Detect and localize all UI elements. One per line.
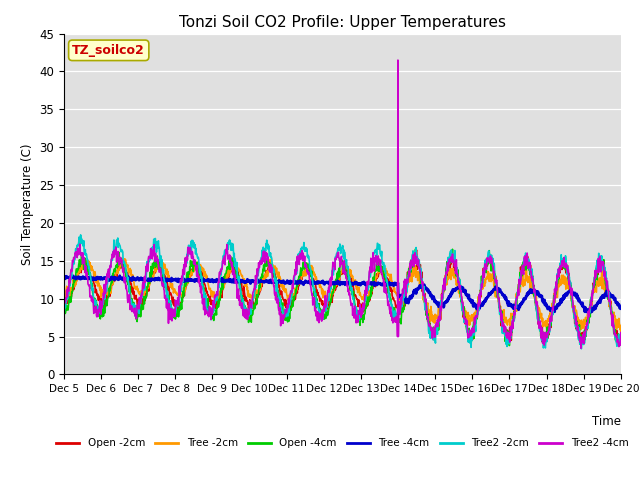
Open -4cm: [552, 288, 559, 293]
Tree2 -4cm: [551, 293, 559, 299]
Line: Open -2cm: Open -2cm: [64, 250, 621, 345]
Tree -2cm: [543, 329, 551, 335]
Tree2 -4cm: [246, 298, 254, 304]
Tree2 -4cm: [617, 330, 625, 336]
Tree -4cm: [184, 277, 192, 283]
Tree -2cm: [502, 314, 509, 320]
Tree -4cm: [551, 305, 559, 311]
Tree -2cm: [429, 317, 437, 323]
Text: TZ_soilco2: TZ_soilco2: [72, 44, 145, 57]
Tree -4cm: [587, 309, 595, 315]
Line: Tree -4cm: Tree -4cm: [64, 276, 621, 312]
Open -2cm: [413, 247, 420, 253]
Line: Open -4cm: Open -4cm: [64, 249, 621, 346]
Tree -2cm: [552, 295, 559, 301]
Tree2 -2cm: [551, 295, 559, 300]
Tree2 -4cm: [60, 302, 68, 308]
Open -2cm: [551, 290, 559, 296]
Tree2 -2cm: [502, 336, 509, 342]
Open -4cm: [170, 313, 178, 319]
Tree2 -2cm: [246, 306, 254, 312]
Line: Tree -2cm: Tree -2cm: [64, 258, 621, 332]
Tree2 -2cm: [77, 232, 84, 238]
Tree2 -4cm: [170, 307, 178, 312]
Tree2 -2cm: [184, 253, 192, 259]
Open -4cm: [502, 332, 509, 337]
Open -4cm: [60, 310, 68, 316]
Open -2cm: [429, 331, 437, 336]
Tree -2cm: [617, 328, 625, 334]
Tree -4cm: [116, 273, 124, 279]
Tree2 -4cm: [394, 57, 402, 63]
Open -4cm: [429, 325, 437, 331]
Tree -4cm: [429, 295, 437, 300]
Open -2cm: [502, 328, 509, 334]
Tree -4cm: [171, 276, 179, 282]
Legend: Open -2cm, Tree -2cm, Open -4cm, Tree -4cm, Tree2 -2cm, Tree2 -4cm: Open -2cm, Tree -2cm, Open -4cm, Tree -4…: [52, 434, 632, 453]
Tree2 -4cm: [577, 345, 585, 351]
Open -2cm: [616, 342, 623, 348]
Open -4cm: [617, 333, 625, 339]
Tree -4cm: [502, 294, 509, 300]
Line: Tree2 -4cm: Tree2 -4cm: [64, 60, 621, 348]
Tree -4cm: [60, 276, 68, 282]
Tree -2cm: [184, 278, 192, 284]
Open -2cm: [60, 300, 68, 305]
Open -2cm: [184, 279, 191, 285]
Tree2 -2cm: [60, 307, 68, 313]
Tree2 -4cm: [429, 332, 437, 337]
Tree -2cm: [171, 286, 179, 292]
Open -4cm: [184, 279, 191, 285]
Line: Tree2 -2cm: Tree2 -2cm: [64, 235, 621, 349]
Tree2 -2cm: [577, 346, 585, 352]
Open -2cm: [617, 333, 625, 339]
Tree -2cm: [60, 285, 68, 291]
Open -4cm: [506, 343, 513, 348]
Tree2 -4cm: [502, 328, 509, 334]
Text: Time: Time: [592, 415, 621, 428]
Open -4cm: [412, 246, 420, 252]
Title: Tonzi Soil CO2 Profile: Upper Temperatures: Tonzi Soil CO2 Profile: Upper Temperatur…: [179, 15, 506, 30]
Tree -4cm: [617, 306, 625, 312]
Y-axis label: Soil Temperature (C): Soil Temperature (C): [21, 143, 34, 265]
Open -4cm: [246, 316, 254, 322]
Tree -4cm: [246, 281, 254, 287]
Open -2cm: [170, 303, 178, 309]
Tree -2cm: [246, 294, 254, 300]
Tree2 -2cm: [617, 335, 625, 341]
Tree2 -2cm: [171, 312, 179, 318]
Tree -2cm: [118, 255, 125, 261]
Tree2 -4cm: [184, 248, 191, 253]
Open -2cm: [246, 302, 254, 308]
Tree2 -2cm: [429, 337, 437, 343]
